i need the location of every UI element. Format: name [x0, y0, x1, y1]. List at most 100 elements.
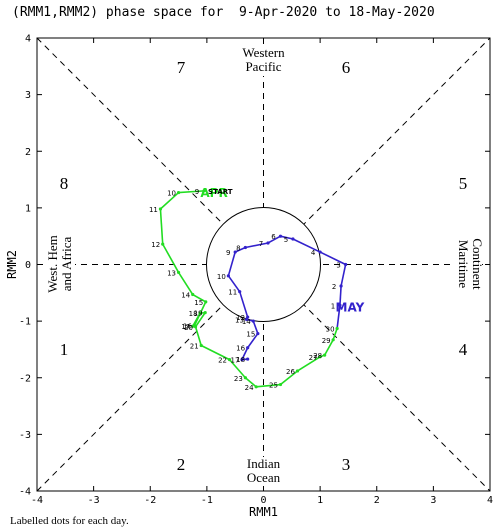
day-label: 17: [231, 357, 240, 365]
day-point: [243, 245, 247, 250]
day-point: [335, 326, 339, 331]
region-label-indian-ocean-line2: Ocean: [247, 470, 281, 485]
trajectory-segment: [200, 344, 230, 361]
month-label: MAY: [336, 300, 365, 314]
day-label: 7: [259, 240, 263, 248]
day-point: [344, 262, 348, 267]
region-label-maritime-continent-line2: Continent: [470, 238, 485, 290]
y-tick-label: 1: [25, 203, 31, 214]
day-label: 21: [190, 342, 199, 350]
trajectory-segment: [297, 356, 321, 372]
phase-number-7: 7: [177, 58, 186, 77]
day-label: 20: [184, 324, 193, 332]
month-label: APR: [200, 186, 227, 200]
trajectory-segment: [246, 333, 259, 349]
trajectory-segment: [256, 383, 281, 388]
region-label-background: [232, 46, 294, 76]
day-point: [161, 242, 165, 246]
phase-numbers: 1 2 3 4 5 6 7 8: [60, 58, 468, 474]
phase-number-2: 2: [177, 455, 186, 474]
day-label: 30: [326, 325, 335, 333]
day-point: [244, 317, 249, 322]
day-point: [291, 237, 295, 241]
day-label: 15: [194, 299, 203, 307]
day-point: [243, 376, 247, 380]
day-label: 10: [217, 273, 226, 281]
y-tick-label: -3: [19, 430, 31, 441]
x-tick-label: 1: [317, 495, 323, 506]
day-point: [266, 241, 270, 245]
trajectory-segment: [238, 291, 249, 318]
day-label: 9: [226, 249, 230, 257]
trajectory-segment: [192, 293, 207, 303]
trajectory-segment: [227, 275, 241, 293]
region-label-west-hem-line1: West. Hem: [45, 235, 60, 292]
y-tick-label: 3: [25, 90, 31, 101]
phase-number-5: 5: [459, 174, 468, 193]
day-label: 22: [218, 357, 227, 365]
trajectory-segment: [244, 377, 257, 388]
trajectory-segment: [279, 370, 298, 386]
day-label: 26: [286, 368, 295, 376]
day-label: 5: [284, 236, 288, 244]
x-tick-label: -3: [88, 495, 100, 506]
day-point: [251, 319, 255, 323]
day-label: 4: [311, 249, 316, 257]
day-label: 16: [183, 323, 192, 331]
day-point: [254, 385, 258, 389]
x-axis-label: RMM1: [249, 505, 278, 519]
trajectory-segment: [267, 235, 281, 244]
day-label: 1: [331, 302, 335, 310]
day-label: 6: [271, 233, 276, 241]
day-point: [176, 190, 181, 195]
day-point: [191, 292, 195, 297]
day-label: 28: [313, 352, 322, 360]
day-point: [191, 324, 195, 328]
region-label-indian-ocean-line1: Indian: [247, 456, 281, 471]
trajectory-segment: [292, 238, 321, 253]
day-point: [240, 358, 244, 362]
trajectory-segment: [227, 251, 236, 277]
day-label: 27: [309, 354, 318, 362]
trajectory-segment: [332, 328, 338, 341]
day-label: 10: [167, 190, 176, 198]
day-label: 15: [246, 331, 255, 339]
unit-circle: [206, 207, 321, 322]
chart-title: (RMM1,RMM2) phase space for 9-Apr-2020 t…: [12, 5, 435, 20]
region-labels: Western Pacific Indian Ocean West. Hem a…: [45, 45, 485, 486]
day-point: [323, 353, 327, 357]
x-tick-label: -2: [144, 495, 156, 506]
day-point: [331, 338, 335, 342]
axis-ticks: [36, 37, 491, 492]
trajectory-segment: [336, 305, 341, 329]
day-label: 2: [332, 283, 336, 291]
start-label: START: [208, 188, 233, 196]
day-label: 12: [151, 241, 160, 249]
day-label: 29: [322, 337, 331, 345]
trajectory-segment: [280, 235, 294, 240]
day-label: 16: [236, 345, 245, 353]
day-point: [198, 311, 202, 315]
day-point: [318, 250, 322, 254]
day-point: [199, 343, 203, 348]
day-label: 17: [181, 323, 190, 331]
y-tick-label: 0: [25, 260, 31, 271]
y-tick-label: 2: [25, 147, 31, 158]
region-label-western-pacific-line2: Pacific: [245, 59, 281, 74]
day-label: 18: [236, 356, 245, 364]
day-point: [193, 325, 198, 329]
x-tick-label: 2: [374, 495, 380, 506]
trajectory-segment: [319, 251, 346, 266]
x-tick-label: -4: [31, 495, 43, 506]
x-tick-label: 4: [487, 495, 493, 506]
day-point: [233, 250, 237, 254]
day-label: 8: [236, 245, 240, 253]
day-label: 3: [336, 262, 340, 270]
trajectory-segment: [339, 285, 342, 306]
day-label: 24: [245, 384, 254, 392]
day-label: 23: [234, 375, 243, 383]
day-point: [278, 382, 283, 387]
